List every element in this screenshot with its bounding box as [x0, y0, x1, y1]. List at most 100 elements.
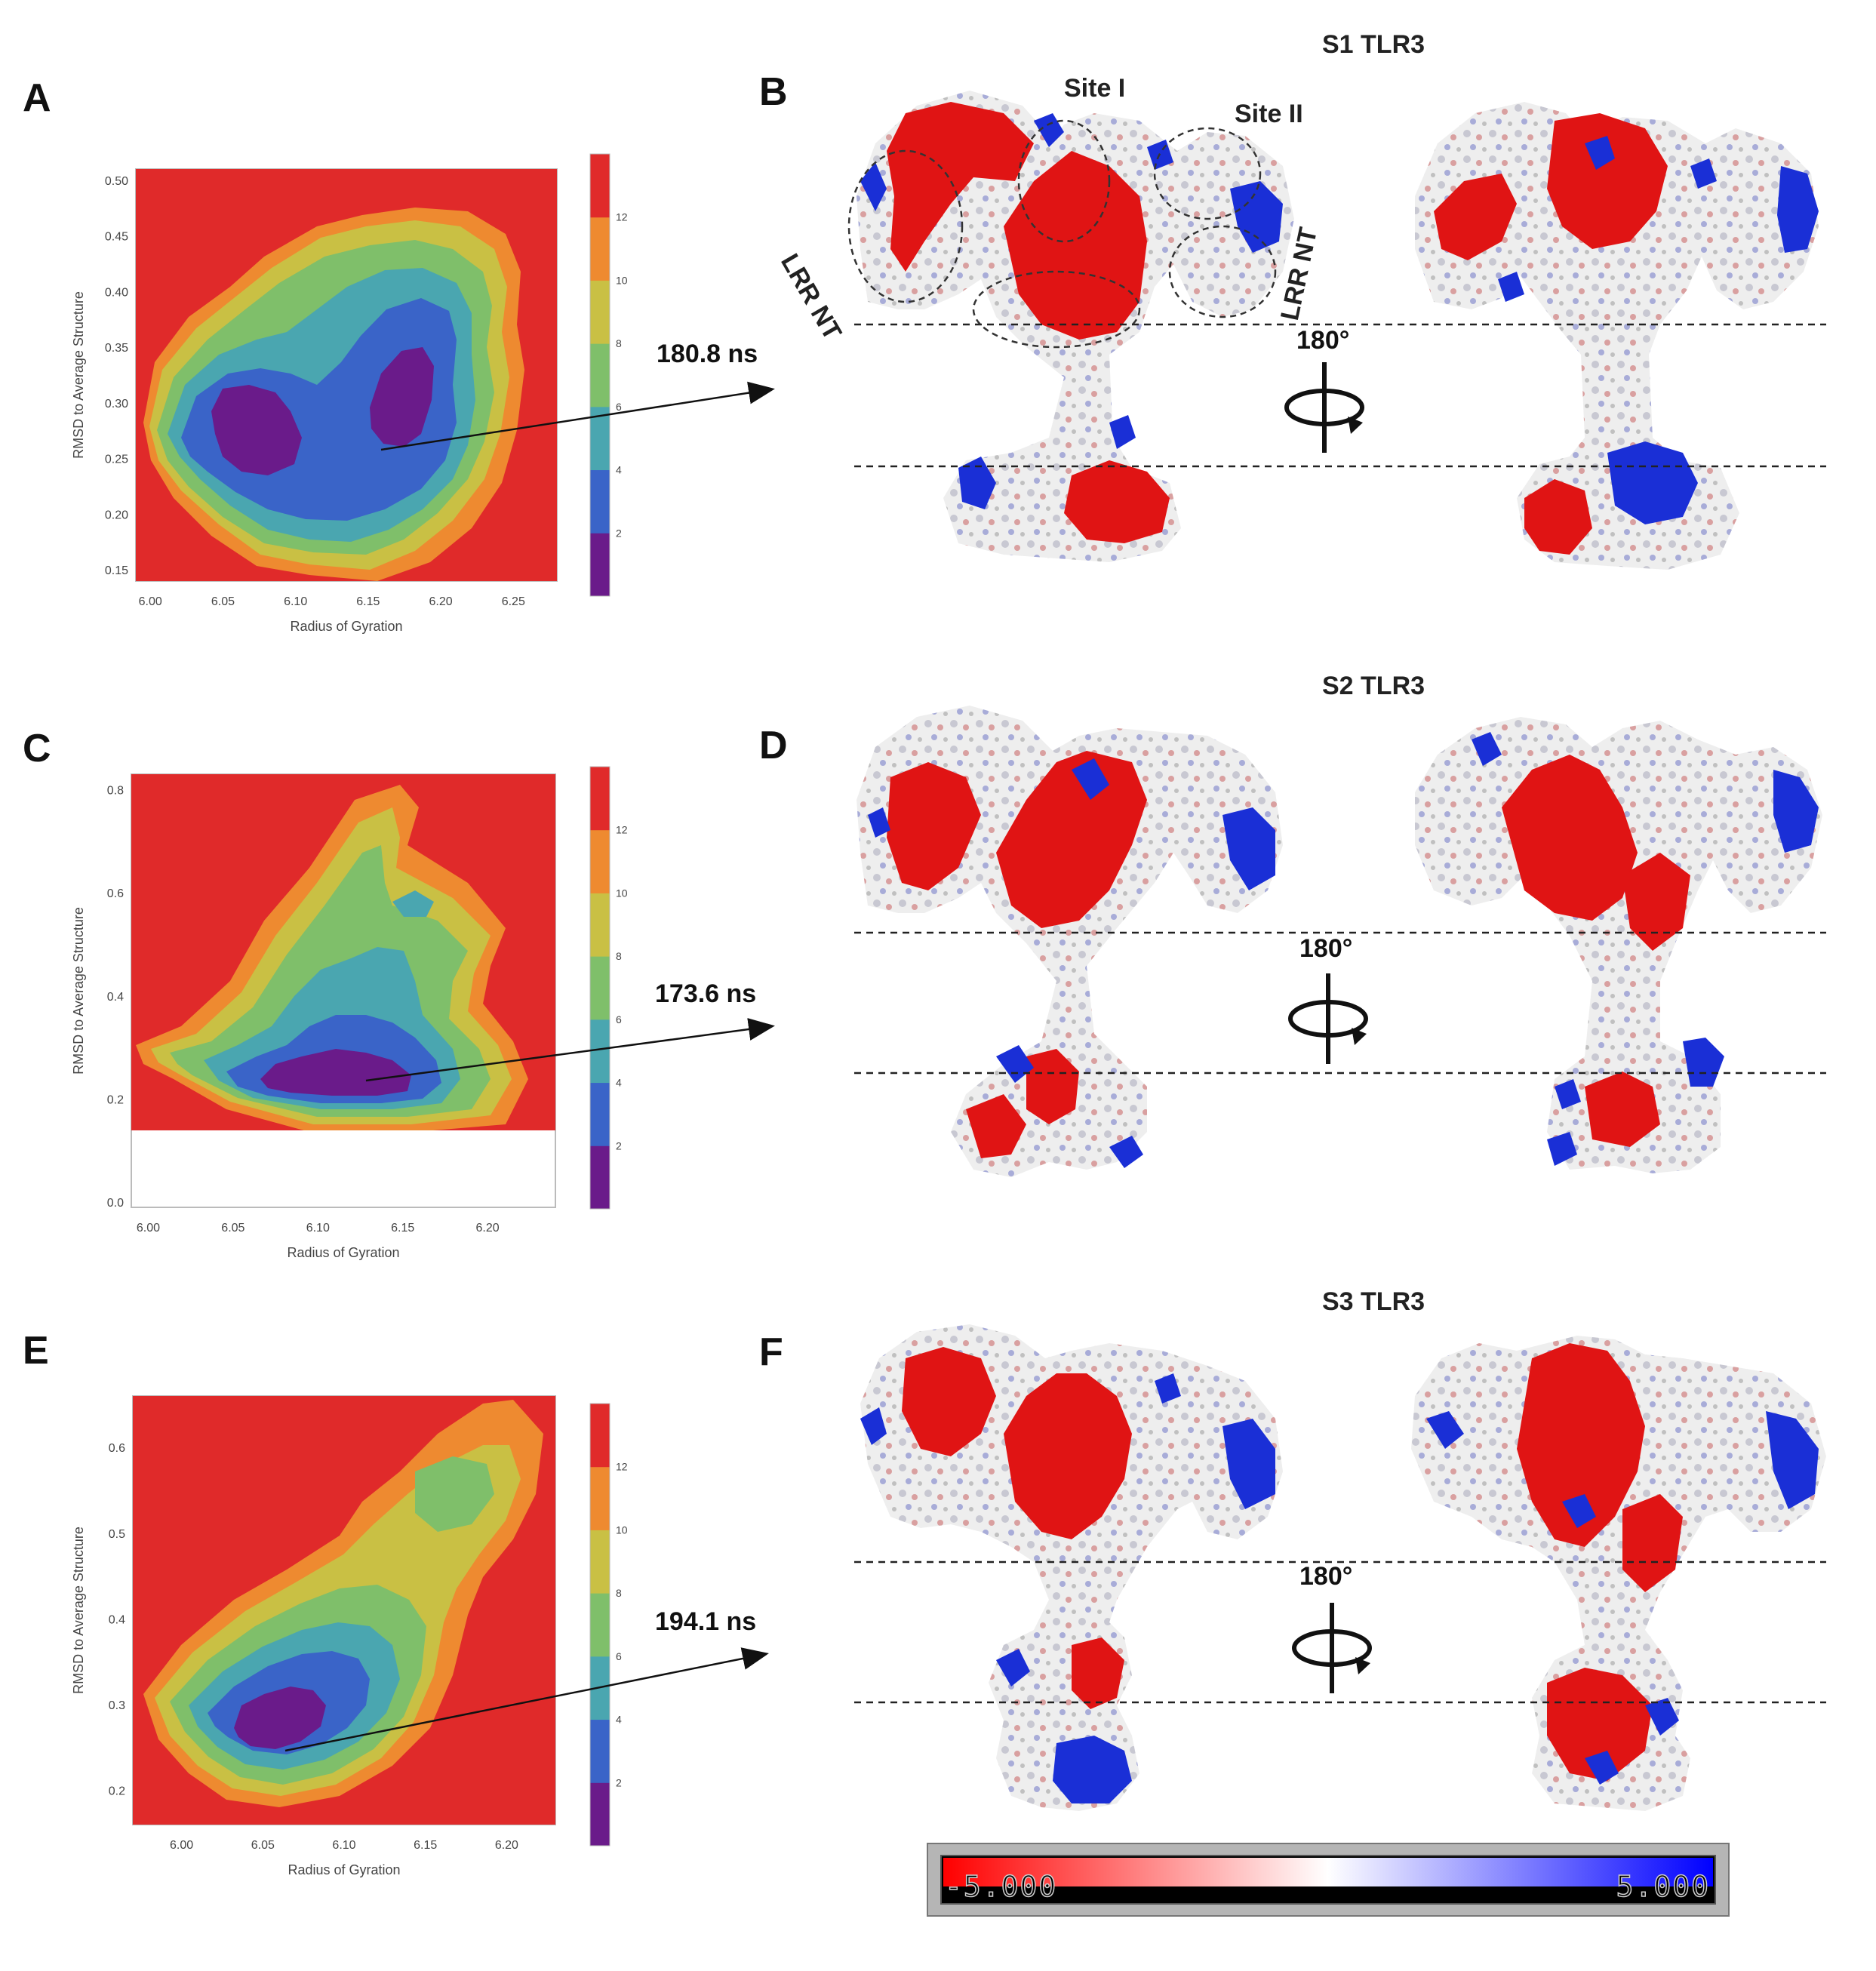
colorbar-tick-label: 6: [616, 1650, 622, 1662]
legend-max-label: 5.000: [1616, 1869, 1710, 1904]
panel-letter-c: C: [23, 727, 51, 770]
colorbar-segment: [590, 1145, 610, 1210]
colorbar-tick-label: 10: [616, 274, 628, 286]
y-tick-label: 0.35: [105, 342, 128, 355]
structure-f-left: [860, 1324, 1283, 1811]
potential-gradient: [943, 1858, 1713, 1886]
x-tick-label: 6.05: [221, 1222, 244, 1235]
free-energy-plot-e: 6.00 6.05 6.10 6.15 6.20 0.2 0.3 0.4 0.5 0.6 Radiu…: [60, 1373, 634, 1905]
colorbar-segment: [590, 767, 610, 831]
free-energy-plot-c: 6.00 6.05 6.10 6.15 6.20 0.0 0.2 0.4 0.6 0.8 Radiu…: [60, 755, 634, 1271]
time-label-c: 173.6 ns: [655, 979, 757, 1008]
structure-d-left: [857, 706, 1283, 1177]
rotation-icon-b: [1284, 362, 1364, 453]
x-axis-label: Radius of Gyration: [287, 1245, 399, 1260]
colorbar-tick-label: 12: [616, 1461, 628, 1473]
panel-letter-d: D: [759, 724, 788, 767]
x-tick-label: 6.20: [495, 1839, 518, 1852]
colorbar-tick-label: 2: [616, 527, 622, 539]
colorbar-segment: [590, 893, 610, 957]
lrr-nt-left-circle: [847, 149, 964, 303]
plot-e-contours: [133, 1396, 555, 1825]
plot-a-svg: 6.00 6.05 6.10 6.15 6.20 6.25 0.15 0.20 0.25 0.30…: [71, 168, 558, 634]
y-tick-label: 0.25: [105, 454, 128, 466]
rotation-label-f: 180°: [1299, 1562, 1353, 1591]
colorbar-tick-label: 4: [616, 1714, 622, 1726]
rotation-label-d: 180°: [1299, 934, 1353, 963]
structure-f-right: [1411, 1336, 1826, 1811]
x-tick-label: 6.10: [284, 595, 307, 608]
lrr-nt-right-circle: [1168, 225, 1277, 318]
panel-letter-a: A: [23, 76, 51, 120]
x-tick-label: 6.15: [414, 1839, 437, 1852]
potential-legend: -5.000 5.000: [927, 1843, 1730, 1917]
y-tick-label: 0.3: [109, 1699, 125, 1712]
time-label-e: 194.1 ns: [655, 1607, 757, 1636]
y-tick-label: 0.40: [105, 286, 128, 299]
colorbar-c: 2 4 6 8 10 12: [589, 766, 628, 1210]
colorbar-tick-label: 2: [616, 1139, 622, 1152]
y-axis-label: RMSD to Average Structure: [71, 291, 86, 459]
plot-a-contours: [136, 169, 557, 581]
structure-d-right: [1415, 717, 1822, 1173]
time-label-a: 180.8 ns: [657, 340, 758, 368]
y-axis-label: RMSD to Average Structure: [71, 907, 86, 1075]
panel-letter-b: B: [759, 70, 788, 114]
x-tick-label: 6.00: [170, 1839, 193, 1852]
structure-title-s3: S3 TLR3: [1322, 1287, 1425, 1316]
colorbar-tick-label: 2: [616, 1776, 622, 1788]
site-i-label: Site I: [1064, 74, 1126, 103]
arrow-a: [380, 381, 775, 451]
x-tick-label: 6.25: [502, 595, 525, 608]
contour-level-4b: [415, 1456, 494, 1532]
colorbar-frame: [589, 766, 610, 1210]
x-axis-label: Radius of Gyration: [290, 619, 402, 634]
colorbar-a: 2 4 6 8 10 12: [589, 153, 628, 597]
colorbar-segment: [590, 1782, 610, 1846]
colorbar-segment: [590, 533, 610, 597]
structure-title-s1: S1 TLR3: [1322, 30, 1425, 59]
arrow-e: [284, 1647, 769, 1752]
arrow-c: [365, 1018, 775, 1082]
colorbar-tick-label: 10: [616, 1524, 628, 1536]
colorbar-segment: [590, 1082, 610, 1146]
colorbar-tick-label: 6: [616, 401, 622, 413]
colorbar-segment: [590, 956, 610, 1020]
panel-letter-f: F: [759, 1330, 783, 1374]
colorbar-tick-label: 12: [616, 211, 628, 223]
y-tick-label: 0.6: [107, 887, 124, 900]
x-tick-label: 6.15: [391, 1222, 414, 1235]
panel-letter-e: E: [23, 1329, 49, 1373]
contour-level-1a: [211, 385, 302, 475]
site-ii-label: Site II: [1235, 100, 1303, 128]
rotation-label-b: 180°: [1296, 326, 1350, 355]
colorbar-segment: [590, 343, 610, 407]
colorbar-segment: [590, 1530, 610, 1594]
rotation-icon-d: [1288, 973, 1368, 1064]
x-tick-label: 6.05: [211, 595, 235, 608]
colorbar-tick-label: 8: [616, 1587, 622, 1599]
colorbar-segment: [590, 1719, 610, 1783]
y-tick-label: 0.0: [107, 1197, 124, 1210]
plot-c-svg: 6.00 6.05 6.10 6.15 6.20 0.0 0.2 0.4 0.6 0.8 Radiu…: [71, 773, 556, 1260]
colorbar-tick-label: 4: [616, 464, 622, 476]
structure-b-left: [857, 91, 1294, 562]
colorbar-frame: [589, 153, 610, 597]
y-tick-label: 0.15: [105, 564, 128, 577]
contour-level-1b: [370, 347, 434, 447]
ctd-circle: [972, 270, 1141, 349]
structure-title-s2: S2 TLR3: [1322, 672, 1425, 700]
y-tick-label: 0.30: [105, 398, 128, 410]
free-energy-plot-a: 6.00 6.05 6.10 6.15 6.20 6.25 0.15 0.20 0.25 0.30…: [60, 143, 634, 653]
y-axis-label: RMSD to Average Structure: [71, 1527, 86, 1694]
x-tick-label: 6.20: [429, 595, 452, 608]
contour-level-1: [260, 1049, 411, 1096]
colorbar-segment: [590, 829, 610, 893]
y-tick-label: 0.2: [107, 1094, 124, 1107]
colorbar-segment: [590, 1466, 610, 1530]
colorbar-tick-label: 12: [616, 824, 628, 836]
colorbar-frame: [589, 1403, 610, 1846]
colorbar-tick-label: 8: [616, 950, 622, 962]
colorbar-segment: [590, 1404, 610, 1468]
